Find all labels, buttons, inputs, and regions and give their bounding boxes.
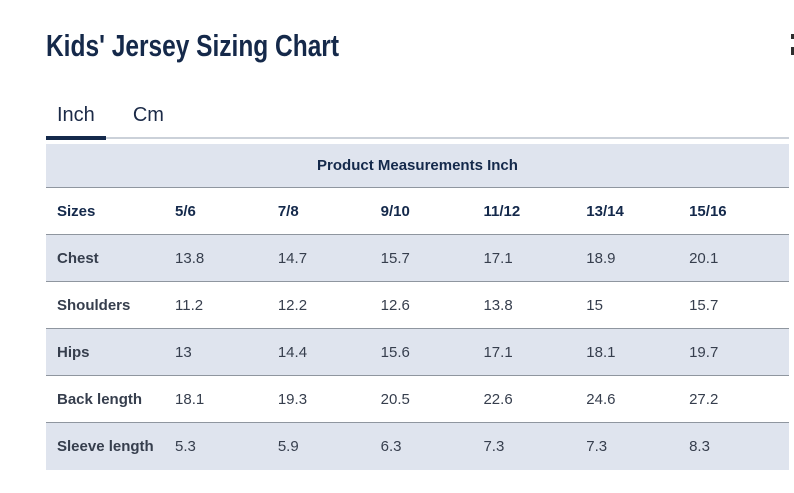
cell-value: 14.7 xyxy=(274,234,378,282)
cell-value: 22.6 xyxy=(483,390,513,408)
cell-value: 15.7 xyxy=(377,234,481,282)
cell-value: 12.6 xyxy=(380,296,410,314)
row-label: Chest xyxy=(46,234,173,282)
cell-value: 5.9 xyxy=(274,422,378,470)
cell-value: 14.4 xyxy=(274,328,378,376)
column-header-size-5: 13/14 xyxy=(583,187,687,235)
tab-cm[interactable]: Cm xyxy=(122,99,175,140)
sizing-table: Product Measurements Inch Sizes 5/6 7/8 … xyxy=(46,143,789,470)
column-header-size-1: 5/6 xyxy=(172,187,275,235)
cell-value: 17.1 xyxy=(480,234,584,282)
cell-value: 18.9 xyxy=(583,234,687,282)
table-row-shoulders: Shoulders 11.2 12.2 12.6 13.8 15 15.7 xyxy=(46,281,789,329)
cell-value: 15.7 xyxy=(689,296,719,314)
cell-value: 13.8 xyxy=(172,234,275,282)
cell-value: 27.2 xyxy=(689,390,719,408)
cell-value: 20.5 xyxy=(380,390,410,408)
row-label: Shoulders xyxy=(57,296,131,314)
table-column-header-row: Sizes 5/6 7/8 9/10 11/12 13/14 15/16 xyxy=(46,187,789,235)
column-header-sizes: Sizes xyxy=(46,187,173,235)
cropped-edge-artifact xyxy=(791,34,794,39)
cell-value: 19.3 xyxy=(277,390,308,408)
cell-value: 13.8 xyxy=(483,296,513,314)
column-header-size-6: 15/16 xyxy=(686,187,789,235)
table-header-band: Product Measurements Inch xyxy=(46,143,789,188)
cropped-edge-artifact xyxy=(791,47,794,55)
cell-value: 11.2 xyxy=(175,296,204,314)
page-title: Kids' Jersey Sizing Chart xyxy=(46,28,340,63)
column-header-size-4: 11/12 xyxy=(480,187,584,235)
cell-value: 8.3 xyxy=(686,422,789,470)
cell-value: 13 xyxy=(172,328,275,376)
sizing-chart-section: Kids' Jersey Sizing Chart Inch Cm Produc… xyxy=(46,28,789,470)
table-row-chest: Chest 13.8 14.7 15.7 17.1 18.9 20.1 xyxy=(46,234,789,282)
unit-tab-bar: Inch Cm xyxy=(46,99,789,140)
cell-value: 17.1 xyxy=(480,328,584,376)
cell-value: 5.3 xyxy=(172,422,275,470)
column-header-size-2: 7/8 xyxy=(274,187,378,235)
cell-value: 15.6 xyxy=(377,328,481,376)
table-row-hips: Hips 13 14.4 15.6 17.1 18.1 19.7 xyxy=(46,328,789,376)
cell-value: 24.6 xyxy=(586,390,616,408)
row-label: Back length xyxy=(57,390,143,408)
cell-value: 18.1 xyxy=(175,390,205,408)
table-row-sleeve-length: Sleeve length 5.3 5.9 6.3 7.3 7.3 8.3 xyxy=(46,422,789,470)
cell-value: 20.1 xyxy=(686,234,789,282)
column-header-size-3: 9/10 xyxy=(377,187,481,235)
table-header-title: Product Measurements Inch xyxy=(46,143,789,188)
cell-value: 18.1 xyxy=(583,328,687,376)
row-label: Sleeve length xyxy=(46,422,173,470)
tab-inch[interactable]: Inch xyxy=(46,99,106,140)
cell-value: 15 xyxy=(586,296,603,314)
cell-value: 19.7 xyxy=(686,328,789,376)
cell-value: 7.3 xyxy=(583,422,687,470)
table-row-back-length: Back length 18.1 19.3 20.5 22.6 24.6 27.… xyxy=(46,375,789,423)
cell-value: 6.3 xyxy=(377,422,481,470)
cell-value: 12.2 xyxy=(277,296,308,314)
cell-value: 7.3 xyxy=(480,422,584,470)
row-label: Hips xyxy=(46,328,173,376)
